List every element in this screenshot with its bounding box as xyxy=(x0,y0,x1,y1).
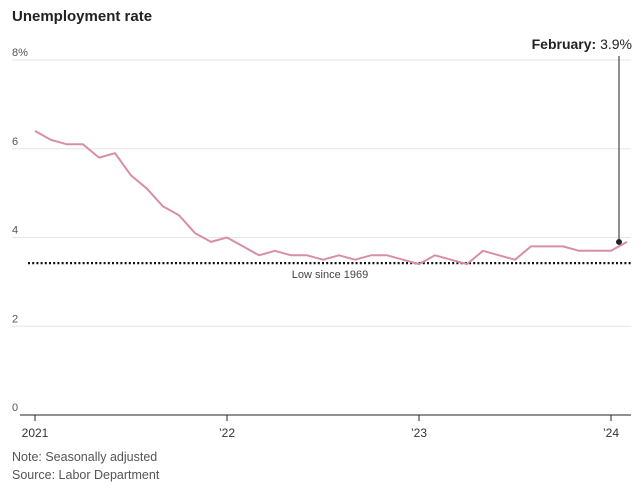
y-tick-label-8: 8% xyxy=(12,47,28,59)
footer-source: Source: Labor Department xyxy=(12,468,160,482)
y-tick-label-2: 2 xyxy=(12,313,18,325)
unemployment-rate-line xyxy=(34,130,628,266)
annotation-label: February: 3.9% xyxy=(532,36,632,52)
footer-note: Note: Seasonally adjusted xyxy=(12,450,158,464)
annotation-label-month: February: xyxy=(532,36,600,52)
grid-lines xyxy=(12,59,631,327)
y-axis-ticks: 0 2 4 6 8% xyxy=(12,47,28,414)
reference-line-label: Low since 1969 xyxy=(292,269,368,281)
y-tick-label-4: 4 xyxy=(12,225,18,237)
x-tick-label-3: ’24 xyxy=(603,426,619,440)
x-tick-label-2: ’23 xyxy=(411,426,427,440)
x-tick-label-1: ’22 xyxy=(219,426,235,440)
y-tick-label-6: 6 xyxy=(12,136,18,148)
latest-data-point xyxy=(616,238,622,245)
annotation-label-value: 3.9% xyxy=(600,36,632,52)
x-axis-ticks: 2021 ’22 ’23 ’24 xyxy=(22,415,619,440)
y-tick-label-0: 0 xyxy=(12,402,18,414)
x-tick-label-0: 2021 xyxy=(22,426,49,440)
chart-title: Unemployment rate xyxy=(12,8,153,25)
